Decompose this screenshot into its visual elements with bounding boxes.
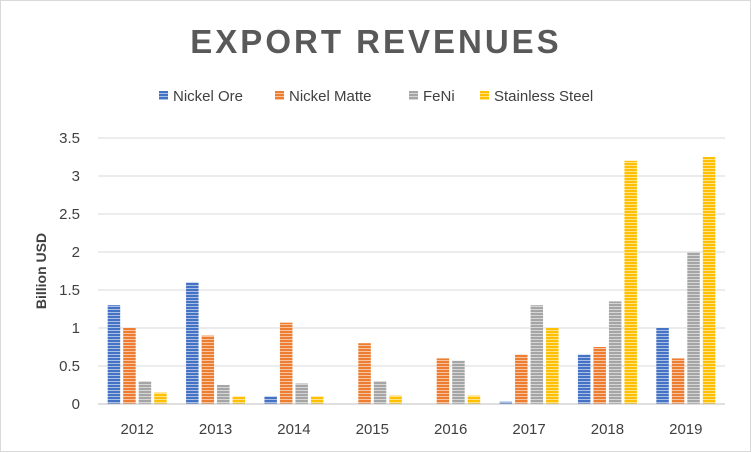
bar-nickel-ore-2014 <box>264 396 277 404</box>
y-axis-label: Billion USD <box>33 233 49 309</box>
legend-label: Stainless Steel <box>494 88 593 105</box>
bar-stainless-steel-2018 <box>624 160 637 404</box>
legend-item-stainless-steel: Stainless Steel <box>480 88 593 105</box>
x-axis-ticks: 2012 2013 2014 2015 2016 2017 2018 2019 <box>121 421 703 438</box>
chart-title: EXPORT REVENUES <box>190 23 561 60</box>
bar-feni-2014 <box>295 383 308 404</box>
y-tick-label: 2 <box>72 244 80 261</box>
bar-nickel-matte-2015 <box>358 343 371 404</box>
x-tick-label: 2013 <box>199 421 232 438</box>
bar-nickel-matte-2018 <box>593 347 606 404</box>
gridlines <box>98 137 725 367</box>
y-tick-label: 1 <box>72 320 80 337</box>
bar-nickel-ore-2012 <box>107 305 121 404</box>
bar-nickel-ore-2013 <box>186 282 199 404</box>
x-tick-label: 2019 <box>669 421 702 438</box>
bar-nickel-matte-2013 <box>201 335 215 404</box>
legend-item-feni: FeNi <box>409 88 455 105</box>
legend-label: Nickel Matte <box>289 88 372 105</box>
bar-feni-2013 <box>217 385 230 404</box>
legend-swatch <box>480 91 489 100</box>
bar-stainless-steel-2013 <box>232 396 246 404</box>
bar-nickel-ore-2017 <box>499 401 513 404</box>
y-tick-label: 0 <box>72 396 80 413</box>
y-tick-label: 1.5 <box>59 282 80 299</box>
bar-stainless-steel-2012 <box>154 392 167 404</box>
bar-feni-2015 <box>373 381 387 404</box>
y-tick-label: 3.5 <box>59 130 80 147</box>
bar-stainless-steel-2019 <box>702 157 716 404</box>
bar-feni-2019 <box>687 252 700 404</box>
bars <box>107 157 716 404</box>
bar-nickel-ore-2018 <box>577 354 591 404</box>
bar-stainless-steel-2017 <box>546 328 559 404</box>
bar-stainless-steel-2016 <box>467 395 481 404</box>
bar-nickel-matte-2016 <box>436 358 450 404</box>
legend-item-nickel-ore: Nickel Ore <box>159 88 243 105</box>
y-tick-label: 0.5 <box>59 358 80 375</box>
x-tick-label: 2017 <box>512 421 545 438</box>
bar-nickel-matte-2014 <box>279 322 293 404</box>
legend-label: Nickel Ore <box>173 88 243 105</box>
y-tick-label: 3 <box>72 168 80 185</box>
bar-feni-2017 <box>530 305 544 404</box>
bar-stainless-steel-2015 <box>389 395 402 404</box>
bar-feni-2016 <box>452 360 465 404</box>
legend-swatch <box>275 91 284 100</box>
y-axis-ticks: 0 0.5 1 1.5 2 2.5 3 3.5 <box>59 130 80 413</box>
x-tick-label: 2012 <box>121 421 154 438</box>
bar-nickel-matte-2019 <box>671 358 685 404</box>
bar-nickel-ore-2019 <box>656 328 669 404</box>
x-tick-label: 2018 <box>591 421 624 438</box>
bar-nickel-matte-2017 <box>515 354 528 404</box>
legend-label: FeNi <box>423 88 455 105</box>
x-tick-label: 2016 <box>434 421 467 438</box>
legend-swatch <box>409 91 418 100</box>
legend-swatch <box>159 91 168 100</box>
bar-nickel-matte-2012 <box>123 328 136 404</box>
bar-stainless-steel-2014 <box>310 396 324 404</box>
x-tick-label: 2015 <box>356 421 389 438</box>
legend-item-nickel-matte: Nickel Matte <box>275 88 372 105</box>
x-tick-label: 2014 <box>277 421 310 438</box>
y-tick-label: 2.5 <box>59 206 80 223</box>
bar-feni-2018 <box>608 301 622 404</box>
bar-feni-2012 <box>138 381 152 404</box>
legend: Nickel Ore Nickel Matte FeNi Stainless Stee… <box>159 88 593 105</box>
